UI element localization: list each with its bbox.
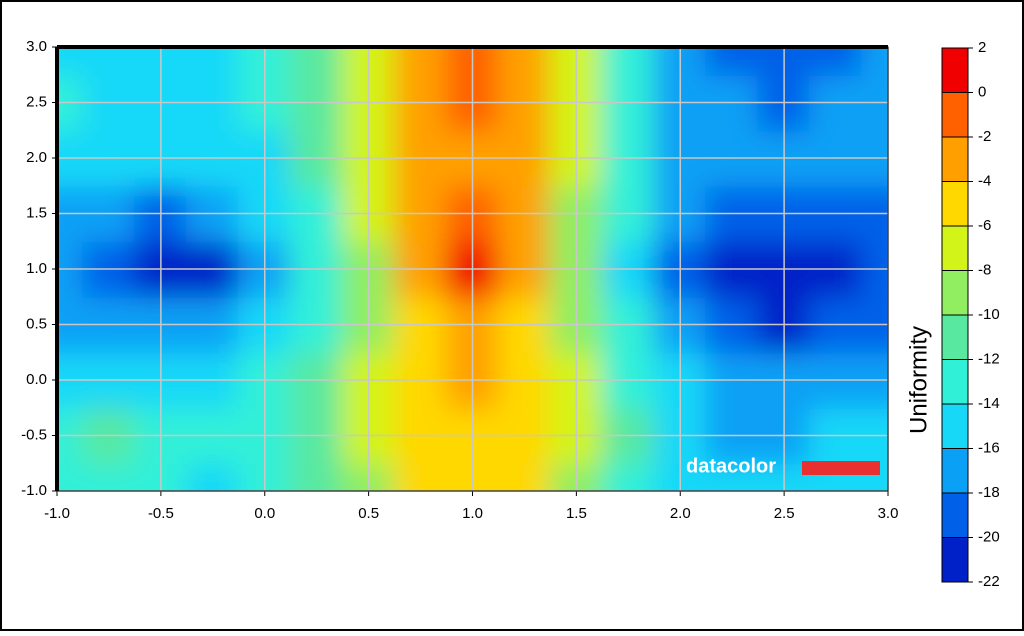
contour-cell xyxy=(497,47,552,76)
colorbar-tick-label: 0 xyxy=(978,83,986,100)
contour-cell xyxy=(81,47,136,76)
contour-cell xyxy=(57,47,84,76)
x-tick-label: -0.5 xyxy=(148,505,174,522)
colorbar-band xyxy=(942,315,968,360)
contour-cell xyxy=(705,47,760,76)
colorbar-tick-label: -16 xyxy=(978,439,1000,456)
y-tick-label: 0.5 xyxy=(26,315,47,332)
x-tick-label: 1.0 xyxy=(462,505,483,522)
contour-cell xyxy=(289,47,344,76)
y-tick-label: 3.0 xyxy=(26,38,47,55)
contour-cell xyxy=(393,462,448,491)
x-tick-label: 2.0 xyxy=(670,505,691,522)
contour-cell xyxy=(809,47,864,76)
contour-cell xyxy=(497,462,552,491)
colorbar-tick-label: -2 xyxy=(978,128,991,145)
contour-cell xyxy=(705,462,760,491)
colorbar-band xyxy=(942,48,968,93)
y-tick-label: -0.5 xyxy=(21,426,47,443)
contour-cell xyxy=(393,47,448,76)
x-tick-label: -1.0 xyxy=(44,505,70,522)
y-tick-label: 2.5 xyxy=(26,93,47,110)
colorbar-tick-label: -6 xyxy=(978,217,991,234)
colorbar-tick-label: -8 xyxy=(978,261,991,278)
colorbar-tick-label: -22 xyxy=(978,573,1000,590)
colorbar-band xyxy=(942,537,968,582)
x-tick-label: 1.5 xyxy=(566,505,587,522)
y-tick-label: -1.0 xyxy=(21,482,47,499)
colorbar-band xyxy=(942,137,968,182)
colorbar-tick-label: -14 xyxy=(978,395,1000,412)
x-tick-label: 0.5 xyxy=(358,505,379,522)
contour-cell xyxy=(861,47,888,76)
colorbar-band xyxy=(942,404,968,449)
x-tick-label: 2.5 xyxy=(774,505,795,522)
contour-cell xyxy=(601,47,656,76)
contour-cell xyxy=(57,462,84,491)
overlay: -1.0 -0.5 0.0 0.5 1.0 1.5 2.0 2.5 3.0 -1.0 -0.5 0.0… xyxy=(21,38,1000,590)
colorbar-tick-label: 2 xyxy=(978,39,986,56)
y-tick-label: 2.0 xyxy=(26,149,47,166)
y-tick-label: 1.0 xyxy=(26,260,47,277)
colorbar-band xyxy=(942,448,968,493)
colorbar-tick-label: -10 xyxy=(978,306,1000,323)
x-tick-label: 3.0 xyxy=(878,505,899,522)
contour-cell xyxy=(185,462,240,491)
colorbar-band xyxy=(942,493,968,538)
contour-cell xyxy=(81,462,136,491)
contour-cell xyxy=(289,462,344,491)
watermark-bar xyxy=(802,461,880,475)
y-tick-label: 0.0 xyxy=(26,371,47,388)
colorbar-band xyxy=(942,92,968,137)
x-tick-label: 0.0 xyxy=(254,505,275,522)
colorbar-tick-label: -12 xyxy=(978,350,1000,367)
colorbar-band xyxy=(942,181,968,226)
colorbar-tick-label: -18 xyxy=(978,484,1000,501)
colorbar-band xyxy=(942,226,968,271)
y-tick-label: 1.5 xyxy=(26,204,47,221)
watermark: datacolor xyxy=(686,455,776,477)
colorbar-tick-label: -4 xyxy=(978,172,991,189)
colorbar-band xyxy=(942,270,968,315)
colorbar-tick-label: -20 xyxy=(978,528,1000,545)
colorbar-label: Uniformity xyxy=(905,326,932,434)
colorbar-band xyxy=(942,359,968,404)
contour-cell xyxy=(601,462,656,491)
contour-cell xyxy=(185,47,240,76)
